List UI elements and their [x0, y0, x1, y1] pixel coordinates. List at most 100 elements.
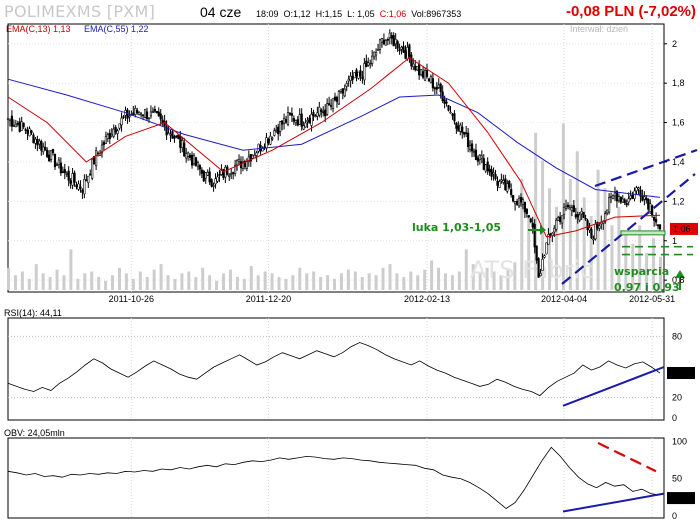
candle-body	[480, 155, 483, 159]
candle-body	[212, 185, 215, 187]
candle-body	[100, 144, 104, 154]
volume-bar	[249, 265, 253, 290]
candle-body	[418, 63, 421, 76]
candle-body	[228, 174, 231, 177]
candle-body	[28, 128, 31, 137]
obv-tick-label: 0	[672, 511, 677, 521]
candle-body	[245, 161, 248, 169]
volume-bar	[291, 275, 295, 290]
ohlc-readout: 18:09 O:1,12 H:1,15 L: 1,05 C:1,06 Vol:8…	[256, 9, 461, 19]
volume-bar	[20, 271, 24, 290]
volume-bar	[117, 267, 121, 290]
candle-body	[400, 47, 403, 50]
candle-body	[637, 187, 640, 190]
candle-body	[232, 172, 235, 174]
candle-body	[408, 44, 411, 57]
candle-body	[512, 195, 515, 202]
candle-body	[604, 213, 607, 222]
candle-body	[533, 223, 536, 248]
volume-bar	[34, 264, 38, 290]
candle-body	[445, 101, 448, 104]
candle-body	[161, 119, 164, 123]
volume-bar	[478, 273, 482, 290]
volume-bar	[62, 275, 66, 290]
candle-body	[468, 145, 472, 150]
candle-body	[396, 41, 399, 49]
volume-bar	[263, 271, 267, 290]
candle-body	[143, 109, 147, 118]
candle-body	[631, 194, 634, 199]
candle-body	[474, 149, 478, 160]
candle-body	[69, 180, 72, 184]
candle-body	[531, 222, 534, 228]
candle-body	[22, 122, 25, 128]
candle-body	[284, 119, 288, 123]
candle-body	[30, 130, 33, 133]
candle-body	[202, 170, 205, 182]
candle-body	[44, 146, 47, 151]
lower-trend-line	[561, 173, 696, 285]
candle-body	[331, 98, 335, 109]
candle-body	[63, 169, 66, 174]
volume-bar	[457, 271, 461, 290]
candle-body	[555, 219, 558, 230]
candle-body	[449, 111, 452, 114]
quote-date: 04 cze	[200, 4, 242, 20]
candle-body	[145, 111, 149, 120]
candle-body	[651, 205, 654, 216]
candle-body	[51, 148, 55, 154]
volume-bar	[652, 238, 656, 290]
candle-body	[275, 129, 278, 132]
candle-body	[255, 152, 258, 156]
volume-bar	[554, 206, 558, 290]
volume-bar	[187, 271, 191, 290]
candle-body	[457, 125, 460, 132]
candle-body	[57, 159, 61, 166]
volume-bar	[443, 273, 447, 290]
candle-body	[38, 140, 41, 145]
candle-body	[639, 189, 642, 197]
candle-body	[87, 175, 90, 184]
candle-body	[578, 214, 581, 221]
candle-body	[118, 123, 121, 129]
volume-bar	[228, 269, 232, 290]
candle-body	[341, 88, 344, 94]
candle-body	[367, 62, 370, 66]
candle-body	[265, 137, 268, 149]
volume-value: Vol:8967353	[411, 9, 462, 19]
chart-header: POLIMEXMS [PXM] 04 cze 18:09 O:1,12 H:1,…	[0, 0, 700, 34]
candle-body	[592, 238, 595, 241]
obv-trend-line	[562, 492, 665, 513]
candle-body	[329, 105, 333, 107]
volume-bar	[617, 206, 621, 290]
candle-body	[16, 123, 19, 125]
candle-body	[641, 196, 644, 201]
volume-bar	[548, 188, 552, 290]
candle-body	[296, 119, 299, 126]
candle-body	[204, 172, 207, 179]
candle-body	[510, 189, 513, 195]
volume-bar	[541, 160, 545, 290]
candle-body	[425, 70, 429, 77]
volume-bar	[561, 123, 565, 290]
candle-body	[261, 148, 264, 152]
candle-body	[365, 60, 368, 67]
candle-body	[138, 112, 141, 115]
candle-body	[433, 87, 436, 90]
candle-body	[459, 124, 462, 132]
candle-body	[237, 158, 241, 162]
candle-body	[541, 258, 544, 271]
candle-body	[282, 118, 286, 124]
candle-body	[83, 179, 86, 195]
candle-body	[243, 161, 247, 167]
candle-body	[200, 169, 203, 174]
ema55-line	[7, 78, 661, 198]
candle-body	[210, 179, 213, 187]
candle-body	[500, 179, 503, 182]
candle-body	[89, 173, 92, 176]
volume-bar	[409, 271, 413, 290]
rsi-tick-label: 80	[672, 331, 682, 341]
volume-bar	[270, 273, 274, 290]
panel-frame-2	[7, 437, 665, 519]
